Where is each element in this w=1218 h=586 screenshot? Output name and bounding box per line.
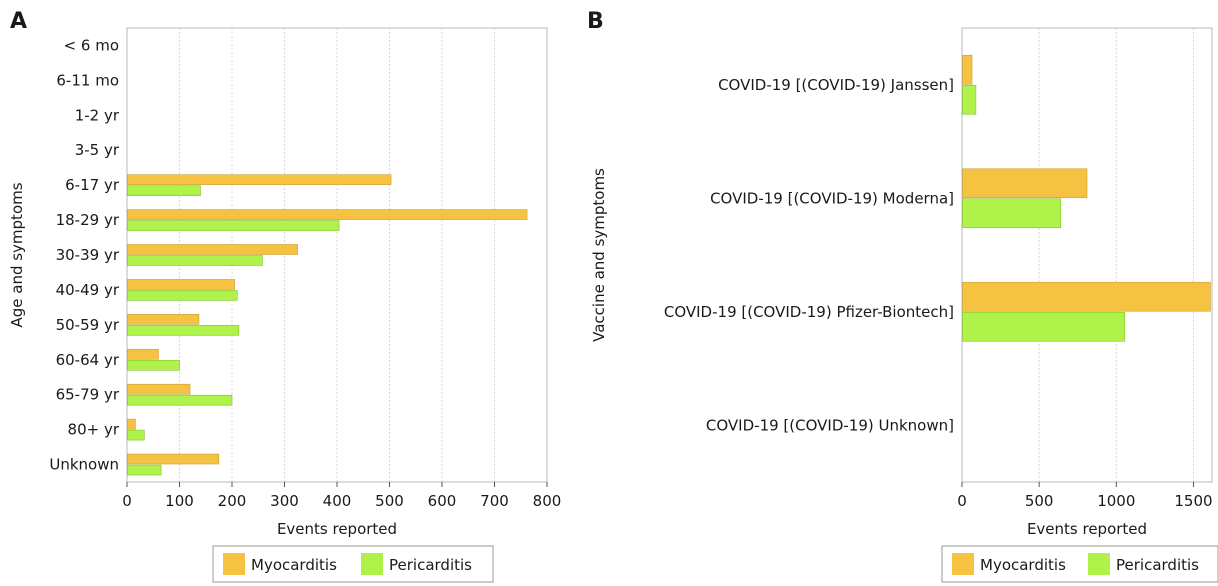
legend-swatch-myocarditis	[223, 553, 245, 575]
bar-myocarditis-11	[127, 418, 136, 430]
panel-label: B	[587, 9, 604, 34]
legend: Myocarditis Pericarditis	[212, 545, 494, 583]
x-tick-label: 600	[428, 492, 457, 510]
y-axis-label: Age and symptoms	[8, 182, 26, 327]
bar-myocarditis-1	[962, 168, 1088, 199]
category-label: 65-79 yr	[56, 386, 120, 404]
legend-box	[212, 545, 494, 583]
category-label: Unknown	[49, 456, 119, 474]
x-tick-label: 500	[1025, 492, 1054, 510]
x-tick-label: 200	[218, 492, 247, 510]
bar-pericarditis-9	[127, 359, 180, 371]
bar-myocarditis-12	[127, 453, 220, 465]
x-tick-label: 0	[957, 492, 967, 510]
category-label: 6-11 mo	[56, 71, 119, 89]
category-label: 18-29 yr	[56, 211, 120, 229]
x-tick-label: 0	[122, 492, 132, 510]
bar-myocarditis-8	[127, 314, 200, 325]
bar-pericarditis-12	[127, 464, 162, 476]
x-axis-label: Events reported	[1027, 520, 1147, 538]
legend-label-pericarditis: Pericarditis	[1116, 556, 1199, 574]
panel-label: A	[10, 9, 27, 34]
x-tick-label: 800	[533, 492, 562, 510]
panel-b: B COVID-19 [(COVID-19) Janssen] COVID-19 […	[587, 9, 1218, 583]
legend-swatch-myocarditis	[952, 553, 974, 575]
x-axis-label: Events reported	[277, 520, 397, 538]
category-label: COVID-19 [(COVID-19) Pfizer-Biontech]	[664, 303, 954, 321]
category-label: 3-5 yr	[75, 141, 120, 159]
category-label: 1-2 yr	[75, 106, 120, 124]
panel-a: A < 6 mo 6-11 mo 1-2 yr 3-5 yr 6-17 yr 18-29 y…	[8, 9, 562, 583]
bar-myocarditis-4	[127, 174, 392, 185]
x-tick-label: 400	[323, 492, 352, 510]
bar-myocarditis-7	[127, 279, 235, 290]
bar-myocarditis-10	[127, 383, 191, 395]
legend: Myocarditis Pericarditis	[941, 545, 1218, 583]
x-tick-label: 700	[480, 492, 509, 510]
bar-pericarditis-4	[127, 185, 201, 196]
legend-swatch-pericarditis	[1088, 553, 1110, 575]
category-label: < 6 mo	[64, 36, 119, 54]
bar-pericarditis-7	[127, 290, 238, 301]
bar-pericarditis-11	[127, 429, 145, 441]
category-label: 6-17 yr	[65, 176, 120, 194]
bar-pericarditis-1	[962, 198, 1062, 229]
bar-myocarditis-2	[962, 281, 1211, 312]
x-tick-label: 500	[375, 492, 404, 510]
bar-myocarditis-6	[127, 244, 298, 255]
category-label: COVID-19 [(COVID-19) Moderna]	[710, 189, 954, 207]
category-label: 30-39 yr	[56, 246, 120, 264]
legend-box	[941, 545, 1218, 583]
bar-pericarditis-8	[127, 325, 240, 336]
category-label: 40-49 yr	[56, 281, 120, 299]
category-label: COVID-19 [(COVID-19) Unknown]	[706, 416, 954, 434]
category-label: 80+ yr	[68, 421, 120, 439]
legend-label-myocarditis: Myocarditis	[251, 556, 337, 574]
bar-pericarditis-10	[127, 394, 233, 406]
bar-pericarditis-6	[127, 255, 263, 266]
legend-swatch-pericarditis	[361, 553, 383, 575]
x-tick-label: 1500	[1174, 492, 1212, 510]
bar-pericarditis-0	[962, 84, 977, 115]
bar-myocarditis-5	[127, 209, 528, 220]
bar-pericarditis-2	[962, 311, 1126, 342]
legend-label-myocarditis: Myocarditis	[980, 556, 1066, 574]
bar-myocarditis-9	[127, 348, 159, 360]
bar-pericarditis-5	[127, 220, 340, 231]
legend-label-pericarditis: Pericarditis	[389, 556, 472, 574]
plot-frame	[961, 27, 1213, 483]
x-tick-label: 100	[165, 492, 194, 510]
category-label: 50-59 yr	[56, 316, 120, 334]
x-tick-label: 300	[270, 492, 299, 510]
bar-myocarditis-0	[962, 54, 973, 85]
y-axis-label: Vaccine and symptoms	[590, 168, 608, 342]
category-label: COVID-19 [(COVID-19) Janssen]	[718, 76, 954, 94]
category-label: 60-64 yr	[56, 351, 120, 369]
x-tick-label: 1000	[1097, 492, 1135, 510]
